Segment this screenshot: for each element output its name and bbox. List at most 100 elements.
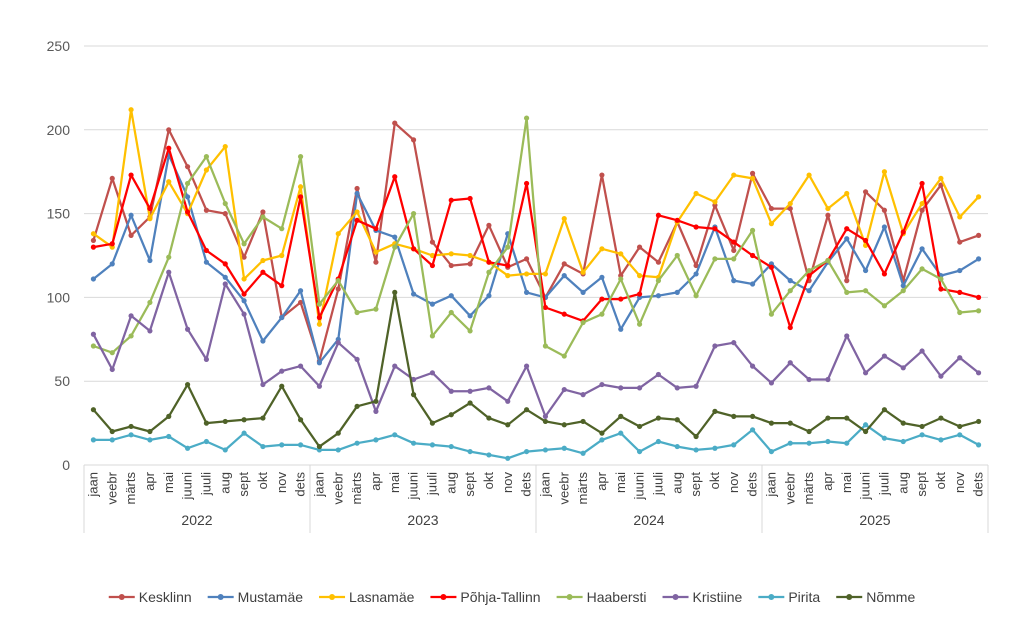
data-point [316,314,323,321]
data-point [693,383,699,389]
data-point [957,214,963,220]
data-point [166,269,172,275]
data-point [297,363,304,369]
legend-item: Haabersti [556,589,647,605]
data-point [354,217,360,223]
data-point [241,254,247,260]
data-point [90,231,97,237]
data-point [599,172,605,178]
data-point [749,227,756,233]
x-tick-label: märts [801,472,816,505]
data-point [203,438,210,445]
x-tick-label: veebr [556,471,571,504]
x-tick-label: apr [142,471,157,490]
x-tick-label: jaan [85,472,100,498]
data-point [429,301,436,307]
data-point [241,430,247,436]
data-point [975,256,982,262]
data-point [787,200,793,207]
data-point [354,440,360,446]
data-point [147,328,153,334]
data-point [731,172,737,178]
data-point [825,205,831,212]
series-line-kristiine [92,271,980,418]
data-point [825,257,831,264]
data-point [580,269,586,275]
data-point [128,313,134,319]
data-point [618,251,624,257]
data-point [448,388,454,394]
data-point [354,309,360,316]
data-point [523,115,530,121]
data-point [128,107,134,113]
x-tick-label: mai [161,472,176,493]
data-point [109,437,115,443]
data-point [448,293,454,299]
data-point [166,127,172,133]
data-point [184,180,191,187]
data-point [297,299,304,306]
data-point [297,442,304,448]
data-point [505,398,511,404]
data-point [806,440,812,446]
data-point [561,216,567,222]
data-point [448,412,454,418]
data-point [636,273,643,279]
data-point [618,430,624,436]
x-tick-label: apr [368,471,383,490]
data-point [881,435,888,441]
data-point [881,353,888,359]
data-point [599,274,605,280]
data-point [109,175,115,182]
data-point [862,422,869,428]
data-point [787,288,793,294]
x-tick-label: dets [519,472,534,497]
data-point [580,418,586,425]
data-point [580,392,586,398]
data-point [561,273,567,279]
data-point [297,417,304,423]
data-point [693,224,699,230]
legend-label: Pirita [788,589,820,605]
data-point [429,442,436,448]
data-point [523,256,530,262]
data-point [335,278,341,284]
data-point [166,433,172,440]
data-point [561,445,567,451]
x-tick-label: juuni [406,472,421,501]
y-axis: 0 50 100 150 200 250 [47,38,71,473]
data-point [128,333,134,339]
data-point [881,407,888,413]
data-point [410,440,417,446]
legend-swatch-marker [566,594,573,600]
data-point [561,422,567,428]
data-point [109,350,115,356]
data-point [844,226,850,232]
data-point [467,313,473,319]
data-point [354,356,360,363]
x-tick-label: juuli [876,472,891,496]
data-point [636,423,643,430]
data-point [279,283,285,289]
data-point [184,194,191,200]
legend-swatch-marker [329,594,336,600]
data-point [749,427,756,433]
data-point [542,304,549,311]
data-point [900,420,906,426]
x-tick-label: märts [349,472,364,505]
data-point [919,207,925,213]
data-point [542,413,549,419]
data-point [957,432,963,438]
data-point [844,278,850,284]
data-point [975,232,982,238]
y-tick-label: 150 [47,206,71,222]
x-tick-label: apr [594,471,609,490]
data-point [222,281,228,287]
data-point [354,185,360,192]
x-tick-label: veebr [104,471,119,504]
year-label: 2024 [633,512,664,528]
data-point [410,291,417,297]
series-n-mme [90,289,982,450]
data-point [919,432,925,438]
data-point [166,254,172,260]
